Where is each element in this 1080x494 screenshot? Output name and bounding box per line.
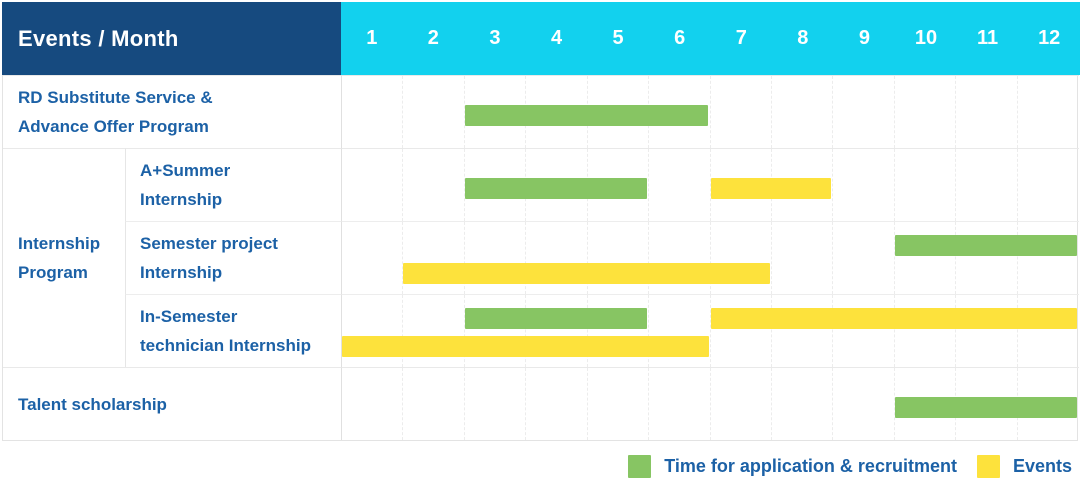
row-label-talent-scholarship: Talent scholarship [3,367,341,440]
gantt-bar-application-m10-m12 [894,397,1077,418]
legend-label: Time for application & recruitment [664,455,957,476]
chart-row-in-semester-technician-internship [341,294,1079,367]
chart-row-a-plus-summer-internship [341,148,1079,221]
chart-row-talent-scholarship [341,367,1079,440]
legend-swatch-green [628,454,652,478]
gantt-bar-application-m3-m5 [464,308,648,329]
months-header-row: 1 2 3 4 5 6 7 8 9 10 11 12 [341,2,1080,75]
row-label-line: Talent scholarship [18,394,167,414]
month-label-2: 2 [427,27,439,49]
month-label-7: 7 [735,27,747,49]
month-label-12: 12 [1038,27,1061,49]
month-label-8: 8 [797,27,809,49]
row-label-line: technician Internship [140,336,311,355]
row-label-line: Semester project [140,234,278,253]
group-label-line: Program [18,263,88,282]
gantt-bar-application-m3-m5 [464,178,648,199]
gantt-bar-event-m7-m8 [710,178,832,199]
row-label-line: Advance Offer Program [18,117,209,136]
gantt-bar-application-m10-m12 [894,235,1077,256]
month-label-4: 4 [550,27,563,49]
month-label-3: 3 [489,27,501,49]
gantt-bar-event-m2-m7 [403,263,770,284]
month-gridlines [342,222,1079,294]
row-label-semester-project-internship: Semester project Internship [125,221,341,294]
row-label-in-semester-technician-internship: In-Semester technician Internship [125,294,341,367]
row-label-rd-substitute-service: RD Substitute Service & Advance Offer Pr… [3,75,341,148]
row-label-a-plus-summer-internship: A+Summer Internship [125,148,341,221]
legend-label: Events [1012,455,1072,476]
month-label-5: 5 [612,27,624,49]
month-label-1: 1 [366,27,378,49]
gantt-bar-application-m3-m6 [464,105,709,126]
month-gridlines [342,368,1079,440]
gantt-bar-event-m1-m6 [342,336,709,357]
corner-header-cell: Events / Month [2,2,341,75]
month-label-9: 9 [858,27,870,49]
group-label-line: Internship [18,234,101,253]
month-gridlines [342,295,1079,367]
legend-item-events: Events [976,454,1072,478]
row-label-line: A+Summer [140,161,231,180]
legend-swatch-yellow [976,454,1000,478]
row-label-line: In-Semester [140,307,238,326]
legend: Time for application & recruitment Event… [2,441,1078,491]
gantt-table: Events / Month 1 2 3 4 5 6 7 8 9 10 11 12 RD Substi… [2,2,1080,441]
chart-row-rd-substitute-service [341,75,1079,148]
row-label-line: RD Substitute Service & [18,88,213,107]
row-label-line: Internship [140,263,223,282]
group-label-internship-program: Internship Program [3,148,125,367]
chart-row-semester-project-internship [341,221,1079,294]
month-label-6: 6 [674,27,686,49]
corner-header-label: Events / Month [18,25,179,51]
row-label-line: Internship [140,190,223,209]
legend-item-application-recruitment: Time for application & recruitment [628,454,957,478]
gantt-bar-event-m7-m12 [710,308,1077,329]
month-label-10: 10 [914,27,938,49]
month-gridlines [342,76,1079,148]
month-label-11: 11 [977,27,999,49]
